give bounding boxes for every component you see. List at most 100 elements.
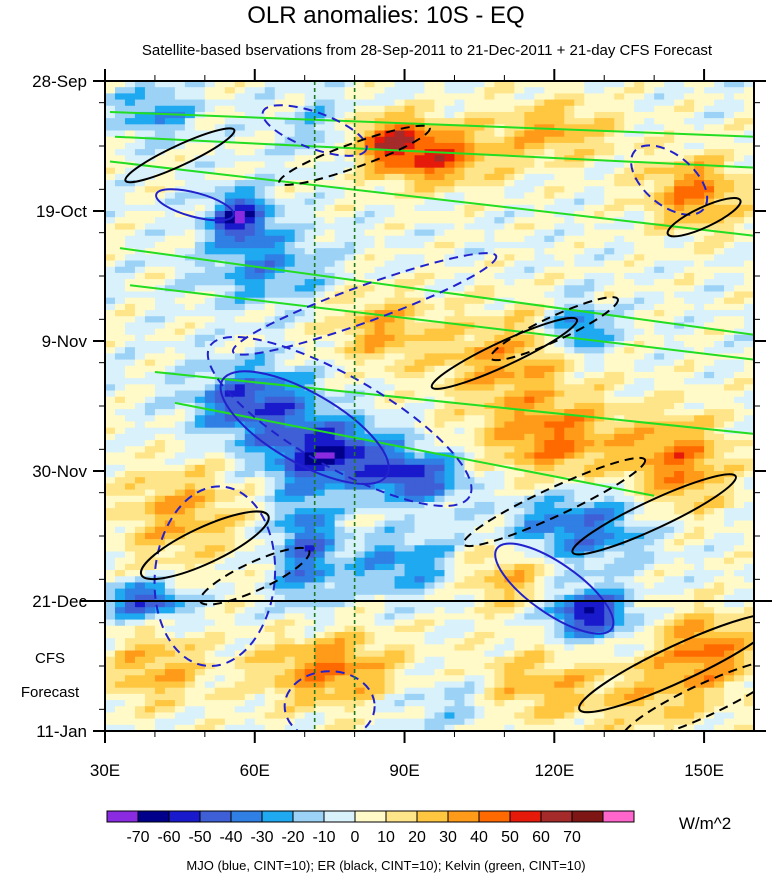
heat-cell bbox=[664, 390, 675, 398]
heat-cell bbox=[744, 204, 754, 212]
heat-cell bbox=[394, 297, 406, 305]
heat-cell bbox=[614, 124, 625, 132]
heat-cell bbox=[114, 415, 126, 423]
heat-cell bbox=[124, 235, 136, 243]
heat-cell bbox=[544, 223, 555, 231]
heat-cell bbox=[144, 111, 156, 119]
heat-cell bbox=[294, 520, 306, 528]
heat-cell bbox=[654, 173, 665, 181]
heat-cell bbox=[114, 539, 126, 546]
heat-cell bbox=[314, 87, 326, 94]
heat-cell bbox=[634, 483, 645, 491]
heat-cell bbox=[184, 501, 196, 509]
heat-cell bbox=[364, 458, 376, 466]
heat-cell bbox=[244, 130, 256, 138]
heat-cell bbox=[504, 433, 515, 441]
heat-cell bbox=[324, 508, 336, 515]
heat-cell bbox=[284, 211, 296, 218]
heat-cell bbox=[174, 161, 186, 169]
heat-cell bbox=[624, 378, 635, 385]
heat-cell bbox=[214, 93, 226, 101]
heat-cell bbox=[224, 508, 236, 515]
heat-cell bbox=[214, 334, 226, 342]
heat-cell bbox=[354, 365, 366, 373]
heat-cell bbox=[554, 495, 565, 503]
heat-cell bbox=[724, 155, 735, 163]
heat-cell bbox=[274, 477, 286, 484]
heat-cell bbox=[664, 118, 675, 125]
heat-cell bbox=[564, 217, 575, 224]
heat-cell bbox=[194, 217, 206, 224]
heat-cell bbox=[384, 520, 396, 528]
heat-cell bbox=[364, 235, 376, 243]
heat-cell bbox=[684, 291, 695, 299]
heat-cell bbox=[344, 359, 356, 367]
heat-cell bbox=[314, 248, 326, 255]
heat-cell bbox=[664, 248, 675, 255]
heat-cell bbox=[654, 341, 665, 348]
heat-cell bbox=[454, 124, 466, 132]
heat-cell bbox=[434, 211, 446, 218]
heat-cell bbox=[214, 427, 226, 435]
heat-cell bbox=[524, 409, 535, 416]
heat-cell bbox=[364, 353, 376, 361]
heat-cell bbox=[194, 440, 206, 447]
heat-cell bbox=[664, 310, 675, 317]
heat-cell bbox=[724, 180, 735, 187]
heat-cell bbox=[164, 353, 176, 361]
heat-cell bbox=[304, 495, 316, 503]
heat-cell bbox=[494, 545, 505, 553]
heat-cell bbox=[284, 316, 296, 324]
heat-cell bbox=[354, 415, 366, 423]
heat-cell bbox=[414, 180, 426, 187]
heat-cell bbox=[564, 551, 575, 559]
heat-cell bbox=[624, 501, 635, 509]
heat-cell bbox=[444, 551, 456, 559]
heat-cell bbox=[614, 390, 625, 398]
heat-cell bbox=[154, 186, 166, 194]
heat-cell bbox=[564, 446, 575, 454]
heat-cell bbox=[714, 192, 725, 200]
heat-cell bbox=[694, 297, 705, 305]
heat-cell bbox=[594, 279, 605, 286]
heat-cell bbox=[414, 440, 426, 447]
heat-cell bbox=[734, 266, 745, 274]
heat-cell bbox=[564, 241, 575, 249]
heat-cell bbox=[344, 149, 356, 156]
heat-cell bbox=[294, 279, 306, 286]
heat-cell bbox=[424, 229, 436, 237]
heat-cell bbox=[584, 223, 595, 231]
heat-cell bbox=[124, 495, 136, 503]
heat-cell bbox=[154, 440, 166, 447]
heat-cell bbox=[214, 433, 226, 441]
heat-cell bbox=[154, 161, 166, 169]
heat-cell bbox=[584, 501, 595, 509]
heat-cell bbox=[154, 99, 166, 107]
heat-cell bbox=[454, 272, 466, 280]
heat-cell bbox=[564, 384, 575, 392]
heat-cell bbox=[344, 409, 356, 416]
heat-cell bbox=[394, 483, 406, 491]
heat-cell bbox=[734, 501, 745, 509]
heat-cell bbox=[354, 204, 366, 212]
heat-cell bbox=[284, 353, 296, 361]
heat-cell bbox=[564, 167, 575, 175]
heat-cell bbox=[584, 248, 595, 255]
heat-cell bbox=[244, 254, 256, 262]
heat-cell bbox=[554, 173, 565, 181]
heat-cell bbox=[554, 272, 565, 280]
heat-cell bbox=[124, 81, 136, 88]
heat-cell bbox=[474, 334, 486, 342]
heat-cell bbox=[214, 81, 226, 88]
heat-cell bbox=[274, 111, 286, 119]
heat-cell bbox=[344, 402, 356, 410]
heat-cell bbox=[654, 433, 665, 441]
heat-cell bbox=[105, 532, 116, 540]
heat-cell bbox=[414, 526, 426, 534]
heat-cell bbox=[744, 458, 754, 466]
heat-cell bbox=[194, 501, 206, 509]
heat-cell bbox=[744, 508, 754, 515]
heat-cell bbox=[414, 539, 426, 546]
heat-cell bbox=[134, 223, 146, 231]
heat-cell bbox=[274, 501, 286, 509]
